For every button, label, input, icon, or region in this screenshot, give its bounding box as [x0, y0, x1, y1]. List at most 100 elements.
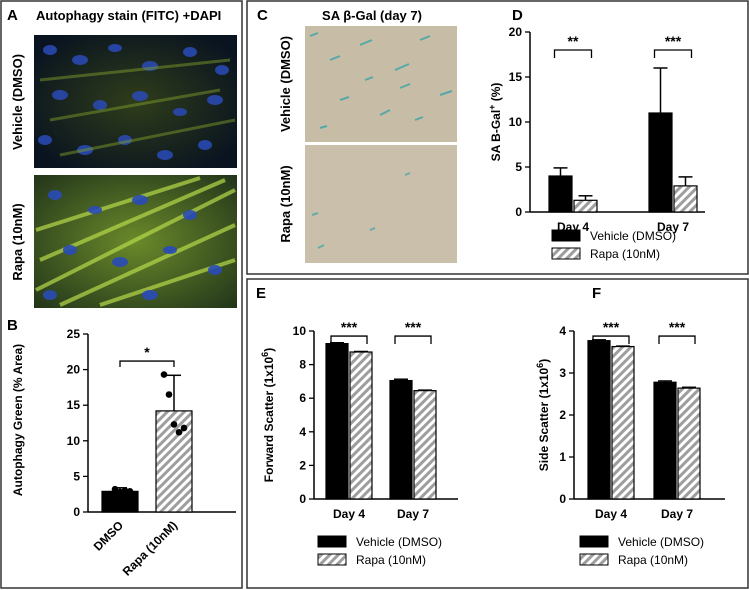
- panel-c: C SA β-Gal (day 7) Vehicle (DMSO) Rapa (…: [257, 7, 457, 263]
- bar: [413, 390, 437, 500]
- panel-letter-d: D: [512, 7, 523, 24]
- data-point: [180, 424, 188, 432]
- y-tick-label: 3: [559, 366, 566, 380]
- y-axis-label: Side Scatter (1x106): [535, 359, 551, 471]
- x-tick-label: Day 7: [397, 507, 429, 521]
- y-tick-label: 0: [515, 205, 522, 219]
- chart-b: B 0 5 10 15 20 25 Autophagy Green (% Area) DMSOR…: [7, 317, 236, 579]
- bar: [573, 199, 598, 213]
- significance-label: *: [144, 344, 150, 360]
- panel-a-row-label-vehicle: Vehicle (DMSO): [10, 54, 25, 150]
- significance-bracket: [330, 335, 368, 345]
- significance-label: ***: [669, 319, 686, 335]
- y-tick-label: 15: [67, 398, 81, 412]
- bar: [673, 185, 698, 213]
- panel-a: A Autophagy stain (FITC) +DAPI: [7, 7, 237, 308]
- panel-border-ef: [246, 278, 749, 589]
- legend-swatch: [579, 535, 609, 548]
- panel-letter-c: C: [257, 7, 268, 24]
- y-tick-label: 8: [299, 358, 306, 372]
- significance-bracket: [553, 49, 593, 58]
- x-tick-label: DMSO: [91, 518, 126, 553]
- microscopy-image-vehicle: [34, 35, 237, 168]
- chart-f: F 0 1 2 3 4 Side Scatter (1x106) Day 4 Day 7 *** *…: [535, 285, 725, 567]
- y-axis-label: Forward Scatter (1x106): [260, 348, 276, 482]
- y-tick-label: 15: [509, 70, 523, 84]
- panel-letter-f: F: [592, 285, 601, 302]
- bar: [548, 175, 573, 213]
- legend-swatch: [551, 229, 581, 242]
- legend-label: Rapa (10nM): [590, 247, 660, 261]
- significance-bracket: [658, 335, 696, 345]
- data-point: [175, 428, 183, 436]
- significance-bracket: [119, 360, 175, 368]
- x-tick-label: Day 7: [661, 507, 693, 521]
- data-point: [121, 487, 129, 494]
- bar: [389, 379, 413, 500]
- data-point: [165, 391, 173, 398]
- y-tick-label: 4: [559, 324, 566, 338]
- y-tick-label: 10: [509, 115, 523, 129]
- chart-e: E 0 2 4 6 8 10 Forward Scatter (1x106) Day 4 Day …: [256, 285, 458, 567]
- legend-swatch: [579, 553, 609, 566]
- data-point: [170, 421, 178, 428]
- bar: [587, 340, 611, 500]
- bar: [349, 351, 373, 500]
- bar: [325, 343, 349, 500]
- panel-letter-b: B: [7, 317, 18, 334]
- x-tick-label: Rapa (10nM): [120, 518, 180, 578]
- x-tick-label: Day 4: [595, 507, 627, 521]
- y-tick-label: 5: [515, 160, 522, 174]
- y-tick-label: 2: [559, 408, 566, 422]
- y-tick-label: 0: [73, 505, 80, 519]
- legend-label: Vehicle (DMSO): [590, 229, 676, 243]
- y-tick-label: 10: [293, 324, 307, 338]
- legend-label: Vehicle (DMSO): [356, 535, 442, 549]
- data-point: [116, 488, 124, 496]
- bar: [648, 112, 673, 213]
- y-tick-label: 20: [67, 363, 81, 377]
- y-tick-label: 4: [299, 425, 306, 439]
- panel-border-left: [0, 0, 243, 589]
- legend-swatch: [317, 553, 347, 566]
- y-tick-label: 10: [67, 434, 81, 448]
- legend-label: Vehicle (DMSO): [618, 535, 704, 549]
- bar: [677, 387, 701, 500]
- y-tick-label: 5: [73, 469, 80, 483]
- data-point: [106, 490, 114, 498]
- y-tick-label: 6: [299, 391, 306, 405]
- significance-label: ***: [665, 33, 682, 49]
- y-tick-label: 20: [509, 25, 523, 39]
- significance-bracket: [394, 335, 432, 345]
- panel-c-row-label-rapa: Rapa (10nM): [278, 165, 293, 242]
- significance-label: ***: [341, 319, 358, 335]
- y-tick-label: 25: [67, 327, 81, 341]
- y-tick-label: 0: [559, 492, 566, 506]
- significance-label: ***: [405, 319, 422, 335]
- panel-c-title: SA β-Gal (day 7): [322, 8, 422, 23]
- y-axis-label: SA B-Gal+ (%): [487, 83, 503, 162]
- data-point: [111, 485, 119, 493]
- data-point: [160, 371, 168, 378]
- significance-label: **: [568, 33, 579, 49]
- panel-c-row-label-vehicle: Vehicle (DMSO): [278, 36, 293, 132]
- bar: [653, 381, 677, 500]
- sa-bgal-image-rapa: [305, 145, 457, 263]
- legend-label: Rapa (10nM): [618, 553, 688, 567]
- y-axis-label: Autophagy Green (% Area): [11, 344, 25, 496]
- sa-bgal-image-vehicle: [305, 26, 457, 142]
- data-point: [126, 488, 134, 495]
- y-tick-label: 1: [559, 450, 566, 464]
- panel-border-cd: [246, 0, 749, 275]
- panel-letter-e: E: [256, 285, 266, 302]
- y-tick-label: 0: [299, 492, 306, 506]
- significance-bracket: [592, 335, 630, 345]
- x-tick-label: Day 4: [333, 507, 365, 521]
- y-tick-label: 2: [299, 458, 306, 472]
- legend-swatch: [551, 247, 581, 260]
- panel-a-title: Autophagy stain (FITC) +DAPI: [36, 8, 221, 23]
- bar: [611, 345, 635, 500]
- panel-a-row-label-rapa: Rapa (10nM): [10, 203, 25, 280]
